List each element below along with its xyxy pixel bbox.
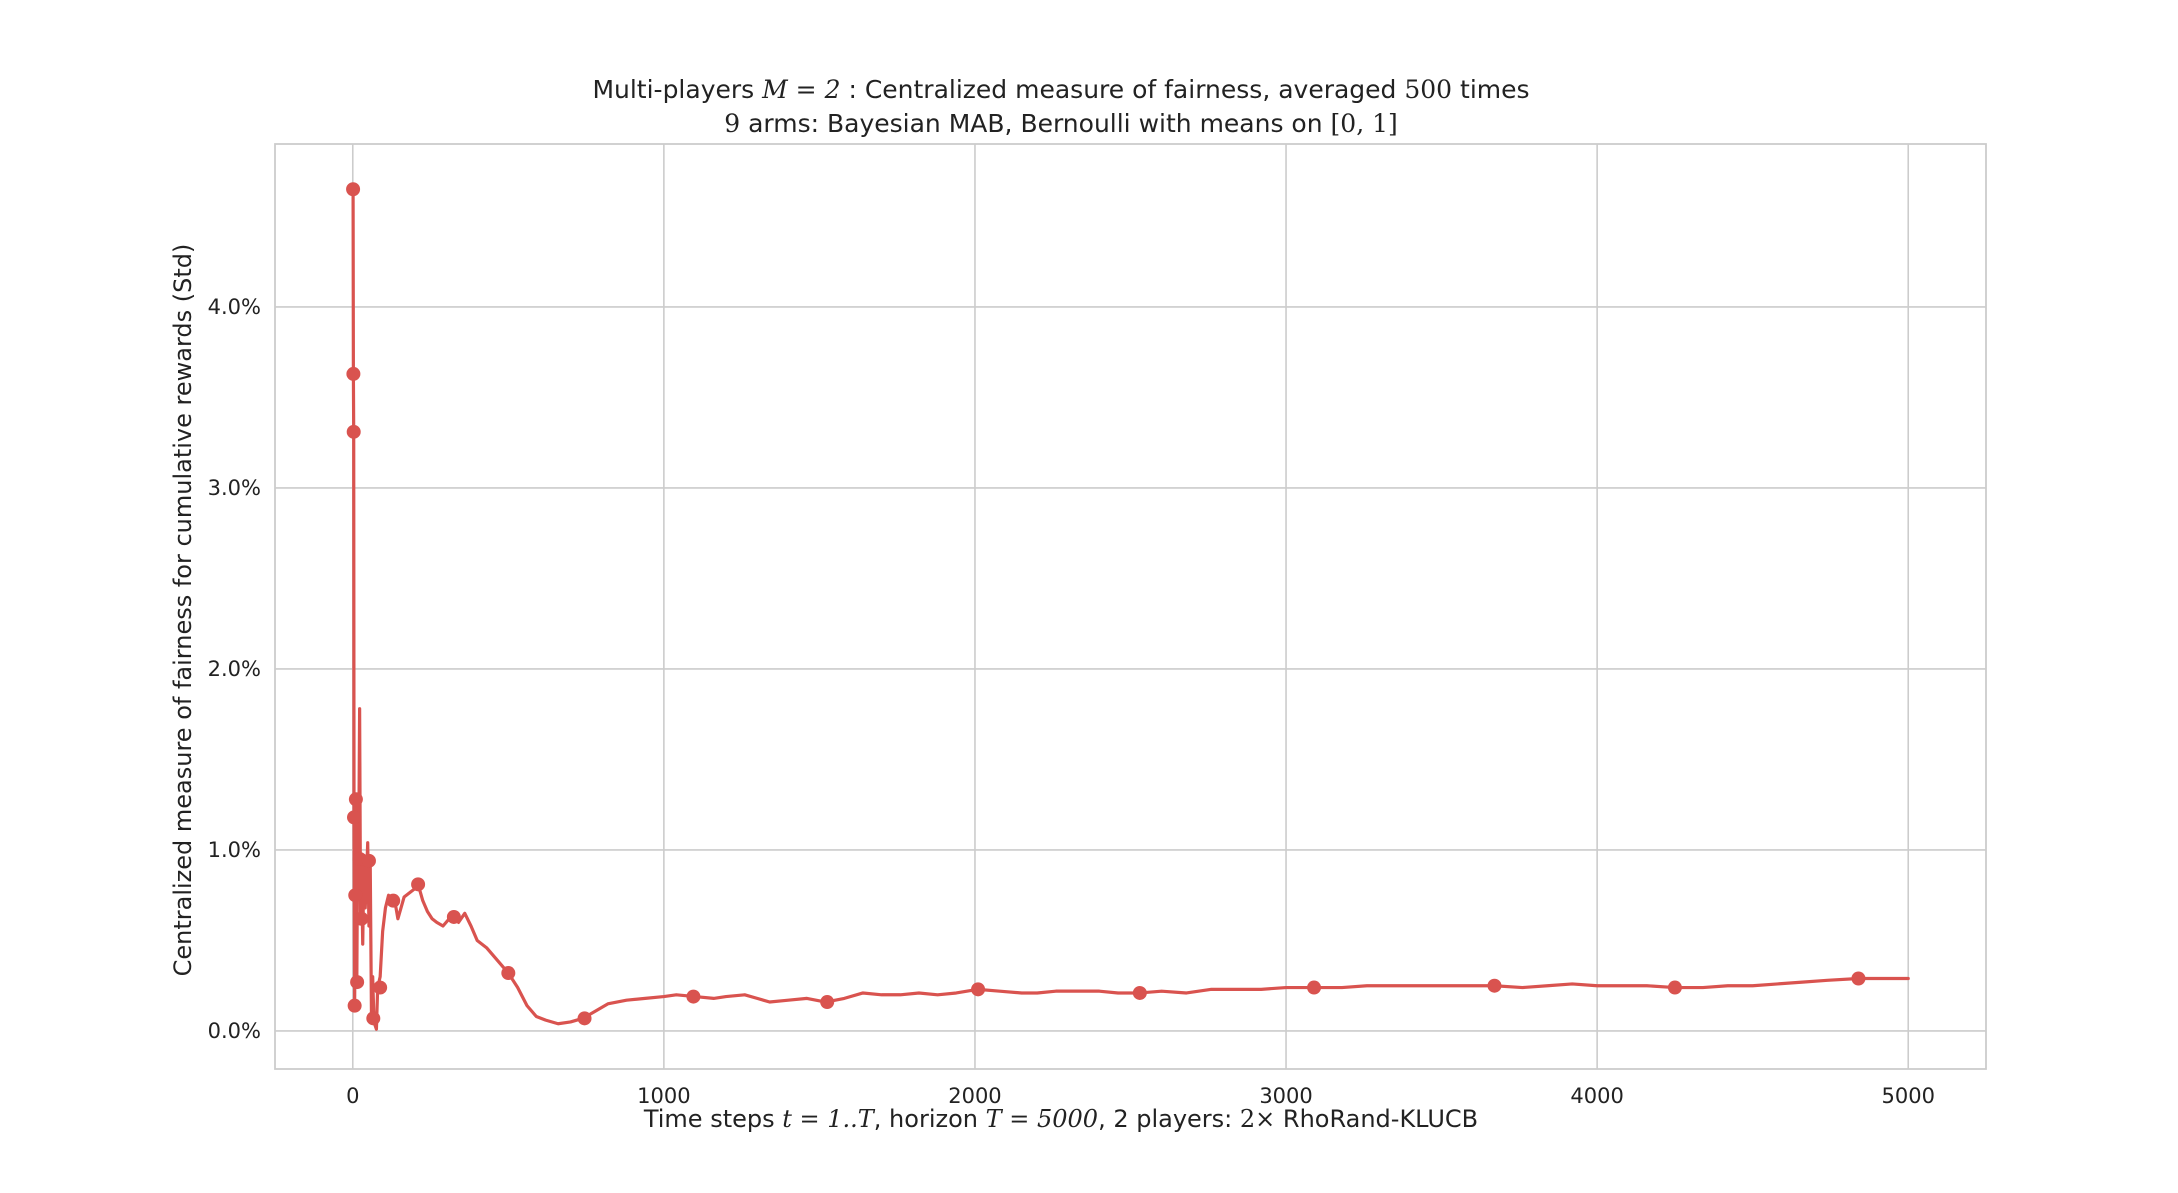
series-marker [347, 810, 362, 825]
series-marker [971, 982, 986, 997]
x-tick-label: 5000 [1882, 1084, 1935, 1108]
series-marker [446, 909, 461, 924]
chart-title-line-1: Multi-players M = 2 : Centralized measur… [592, 75, 1529, 104]
series-layer [346, 182, 1910, 1031]
x-tick-label: 0 [346, 1084, 359, 1108]
x-tick-label: 2000 [948, 1084, 1001, 1108]
series-marker [686, 989, 701, 1004]
x-tick-label: 4000 [1570, 1084, 1623, 1108]
x-tick-label: 1000 [637, 1084, 690, 1108]
grid-lines [275, 144, 1986, 1069]
y-tick-label: 0.0% [208, 1019, 261, 1043]
series-marker [386, 893, 401, 908]
axes-frame [274, 143, 1987, 1070]
series-marker [346, 366, 361, 381]
plot-area [275, 144, 1986, 1069]
series-marker [348, 792, 363, 807]
series-marker [820, 995, 835, 1010]
series-marker [373, 980, 388, 995]
plot-background [275, 144, 1986, 1069]
series-marker [348, 888, 363, 903]
y-tick-label: 2.0% [208, 657, 261, 681]
series-marker [366, 1011, 381, 1026]
series-marker [361, 853, 376, 868]
series-marker [1487, 978, 1502, 993]
axes-border [274, 143, 1987, 1070]
series-marker [1851, 971, 1866, 986]
chart-title-line-2: 9 arms: Bayesian MAB, Bernoulli with mea… [724, 109, 1398, 138]
series-marker [1667, 980, 1682, 995]
y-tick-label: 4.0% [208, 295, 261, 319]
y-tick-label: 1.0% [208, 838, 261, 862]
series-marker [577, 1011, 592, 1026]
series-line [351, 187, 1910, 1031]
series-marker [350, 975, 365, 990]
x-axis-label: Time steps t = 1..T, horizon T = 5000, 2… [643, 1105, 1478, 1133]
series-marker [411, 877, 426, 892]
series-marker [346, 182, 361, 197]
y-tick-labels: 0.0% 1.0% 2.0% 3.0% 4.0% [208, 295, 261, 1043]
y-tick-label: 3.0% [208, 476, 261, 500]
series-marker [1132, 985, 1147, 1000]
x-tick-label: 3000 [1259, 1084, 1312, 1108]
series-marker [501, 966, 516, 981]
series-marker [354, 911, 369, 926]
series-marker [346, 424, 361, 439]
y-axis-label: Centralized measure of fairness for cumu… [169, 244, 197, 977]
x-tick-labels: 0 1000 2000 3000 4000 5000 [346, 1084, 1935, 1108]
series-marker [1307, 980, 1322, 995]
series-marker [347, 998, 362, 1013]
